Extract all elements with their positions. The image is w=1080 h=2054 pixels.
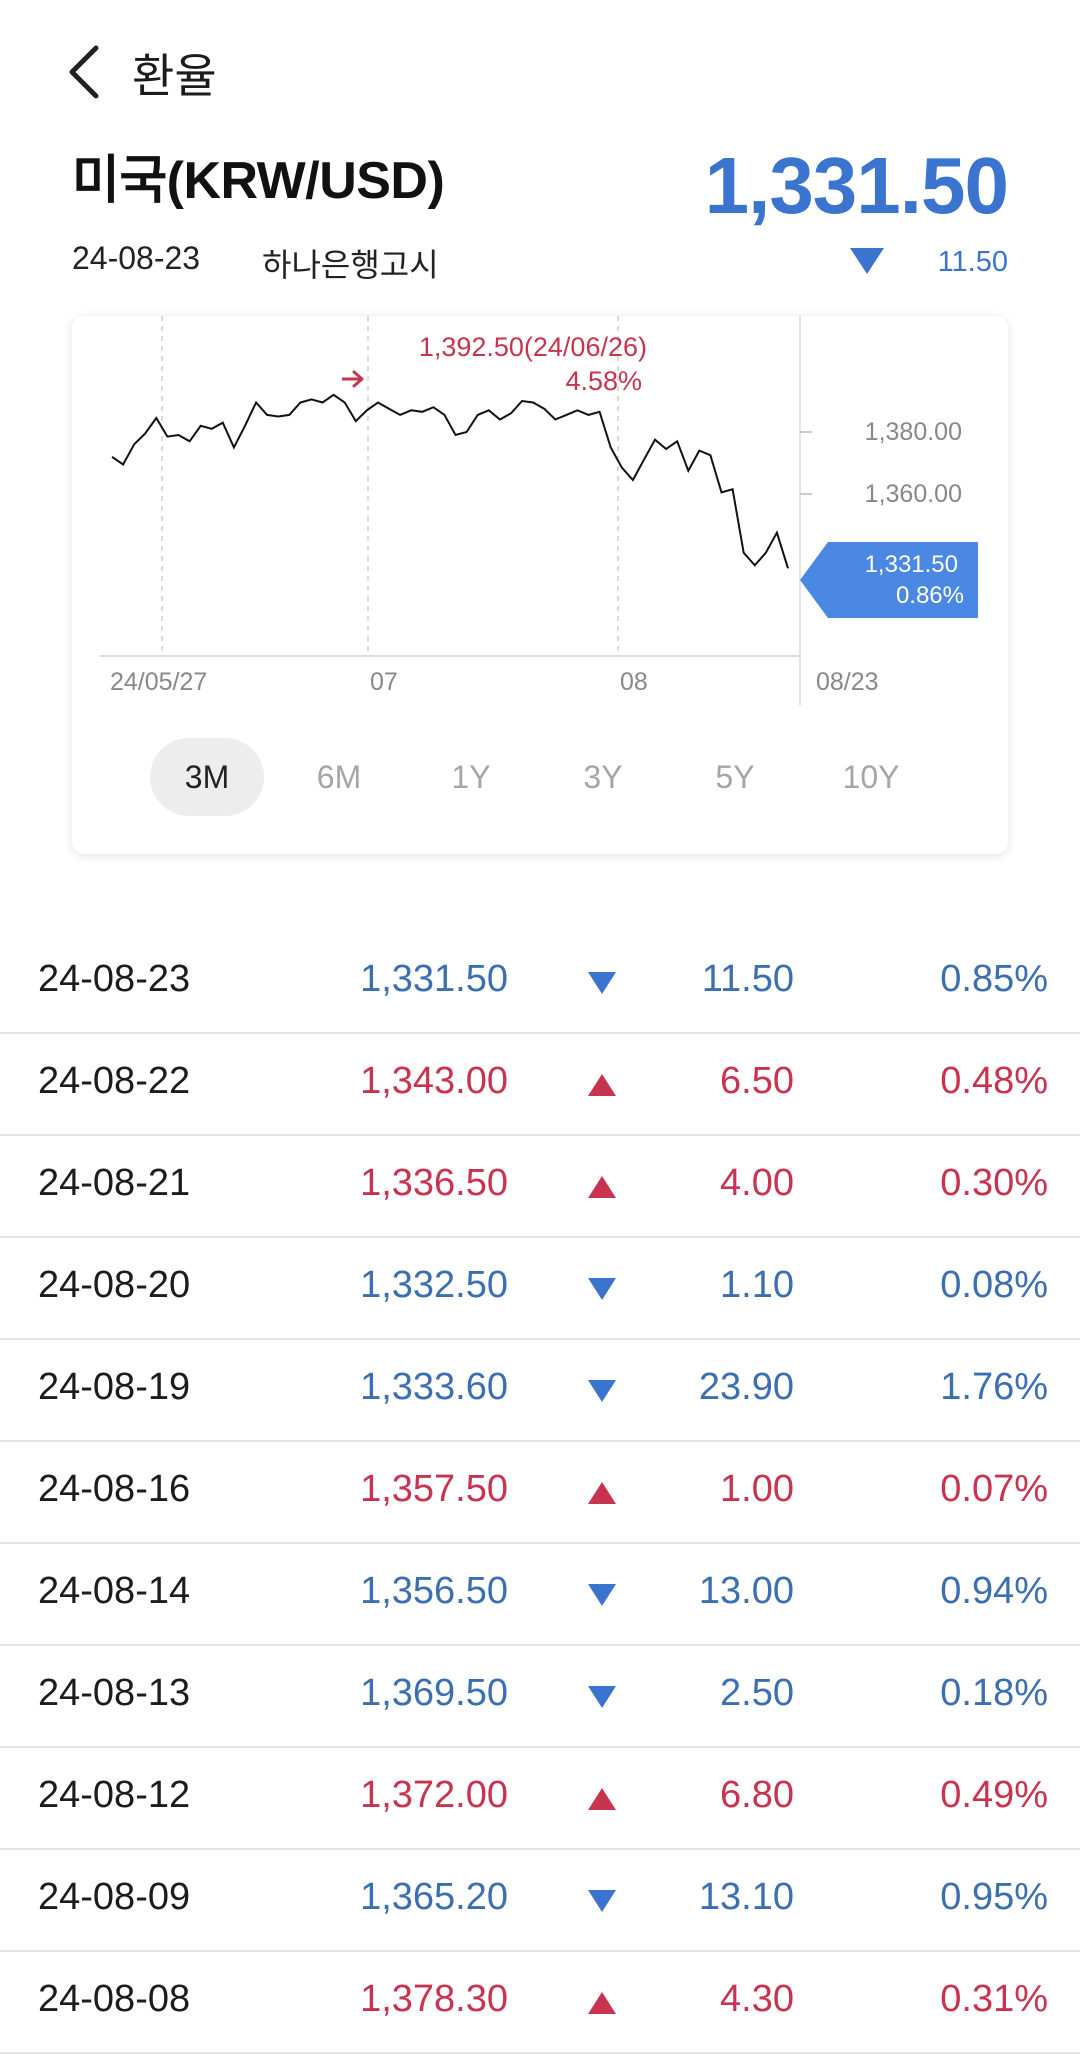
table-row: 24-08-14 1,356.50 13.00 0.94% [0,1544,1080,1646]
current-value-badge: 1,331.50 0.86% [800,542,978,618]
x-tick-label: 08/23 [816,668,879,696]
triangle-down-icon [588,1890,616,1912]
x-tick-label: 08 [620,668,648,696]
row-rate: 1,333.60 [360,1366,508,1408]
row-date: 24-08-19 [38,1366,191,1408]
table-row: 24-08-21 1,336.50 4.00 0.30% [0,1136,1080,1238]
row-change: 23.90 [698,1366,794,1408]
chart-card: 1,392.50(24/06/26) 4.58% 1,380.00 1,360.… [72,316,1008,854]
triangle-down-icon [588,1278,616,1300]
row-change: 1.00 [720,1468,794,1510]
rate-chart: 1,392.50(24/06/26) 4.58% 1,380.00 1,360.… [100,316,978,706]
currency-name: 미국(KRW/USD) [72,152,445,210]
table-row: 24-08-23 1,331.50 11.50 0.85% [0,932,1080,1034]
period-tab-1y[interactable]: 1Y [451,759,491,795]
row-percent: 0.85% [940,958,1048,1000]
row-percent: 0.18% [940,1672,1048,1714]
row-rate: 1,336.50 [360,1162,508,1204]
table-row: 24-08-09 1,365.20 13.10 0.95% [0,1850,1080,1952]
rate-date: 24-08-23 [72,240,201,276]
x-tick-label: 07 [370,668,398,696]
row-percent: 0.08% [940,1264,1048,1306]
chart-guides [100,316,812,706]
period-tab-10y[interactable]: 10Y [842,759,900,795]
triangle-up-icon [588,1176,616,1198]
badge-value: 1,331.50 [865,551,958,578]
row-change: 2.50 [720,1672,794,1714]
row-date: 24-08-21 [38,1162,191,1204]
triangle-down-icon [850,248,884,274]
row-rate: 1,356.50 [360,1570,508,1612]
row-change: 6.80 [720,1774,794,1816]
row-percent: 0.48% [940,1060,1048,1102]
row-rate: 1,369.50 [360,1672,508,1714]
row-rate: 1,332.50 [360,1264,508,1306]
triangle-up-icon [588,1482,616,1504]
period-tab-3y[interactable]: 3Y [583,759,623,795]
row-change: 13.00 [698,1570,794,1612]
y-tick-label: 1,380.00 [865,418,962,446]
row-date: 24-08-13 [38,1672,191,1714]
row-change: 11.50 [701,958,794,1000]
history-table: 24-08-23 1,331.50 11.50 0.85% 24-08-22 1,343.… [0,932,1080,2054]
triangle-up-icon [588,1992,616,2014]
table-row: 24-08-22 1,343.00 6.50 0.48% [0,1034,1080,1136]
row-change: 6.50 [720,1060,794,1102]
row-change: 13.10 [698,1876,794,1918]
row-percent: 0.94% [940,1570,1048,1612]
table-row: 24-08-20 1,332.50 1.10 0.08% [0,1238,1080,1340]
triangle-down-icon [588,972,616,994]
header-title: 환율 [132,50,217,102]
change-value: 11.50 [937,246,1008,278]
arrow-right-icon [342,370,364,388]
period-tabs: 3M 6M 1Y 3Y 5Y 10Y [150,738,950,818]
table-row: 24-08-13 1,369.50 2.50 0.18% [0,1646,1080,1748]
period-tab-5y[interactable]: 5Y [715,759,755,795]
row-change: 4.30 [720,1978,794,2020]
row-rate: 1,365.20 [360,1876,508,1918]
row-percent: 0.07% [940,1468,1048,1510]
row-change: 4.00 [720,1162,794,1204]
row-date: 24-08-12 [38,1774,191,1816]
table-row: 24-08-16 1,357.50 1.00 0.07% [0,1442,1080,1544]
badge-pct: 0.86% [896,582,964,609]
back-icon[interactable] [62,42,110,102]
row-percent: 0.30% [940,1162,1048,1204]
row-percent: 0.95% [940,1876,1048,1918]
y-tick-label: 1,360.00 [865,480,962,508]
rate-source: 하나은행고시 [262,247,439,283]
row-percent: 1.76% [940,1366,1048,1408]
row-date: 24-08-23 [38,958,191,1000]
max-annotation-pct: 4.58% [565,366,642,396]
row-rate: 1,357.50 [360,1468,508,1510]
current-rate: 1,331.50 [704,141,1009,230]
period-tab-3m[interactable]: 3M [150,738,264,816]
triangle-up-icon [588,1788,616,1810]
period-tab-6m[interactable]: 6M [316,759,362,795]
table-row: 24-08-08 1,378.30 4.30 0.31% [0,1952,1080,2054]
row-date: 24-08-22 [38,1060,191,1102]
row-change: 1.10 [720,1264,794,1306]
row-rate: 1,372.00 [360,1774,508,1816]
triangle-down-icon [588,1380,616,1402]
series-line [111,393,789,569]
app-header: 환율 [0,0,1080,140]
triangle-down-icon [588,1584,616,1606]
triangle-down-icon [588,1686,616,1708]
row-rate: 1,378.30 [360,1978,508,2020]
row-date: 24-08-14 [38,1570,191,1612]
row-rate: 1,331.50 [360,958,508,1000]
row-percent: 0.49% [940,1774,1048,1816]
row-percent: 0.31% [940,1978,1048,2020]
triangle-up-icon [588,1074,616,1096]
row-date: 24-08-16 [38,1468,191,1510]
max-annotation-value: 1,392.50(24/06/26) [419,332,647,362]
x-tick-label: 24/05/27 [110,668,207,696]
row-date: 24-08-08 [38,1978,191,2020]
row-rate: 1,343.00 [360,1060,508,1102]
row-date: 24-08-20 [38,1264,191,1306]
table-row: 24-08-12 1,372.00 6.80 0.49% [0,1748,1080,1850]
row-date: 24-08-09 [38,1876,191,1918]
table-row: 24-08-19 1,333.60 23.90 1.76% [0,1340,1080,1442]
